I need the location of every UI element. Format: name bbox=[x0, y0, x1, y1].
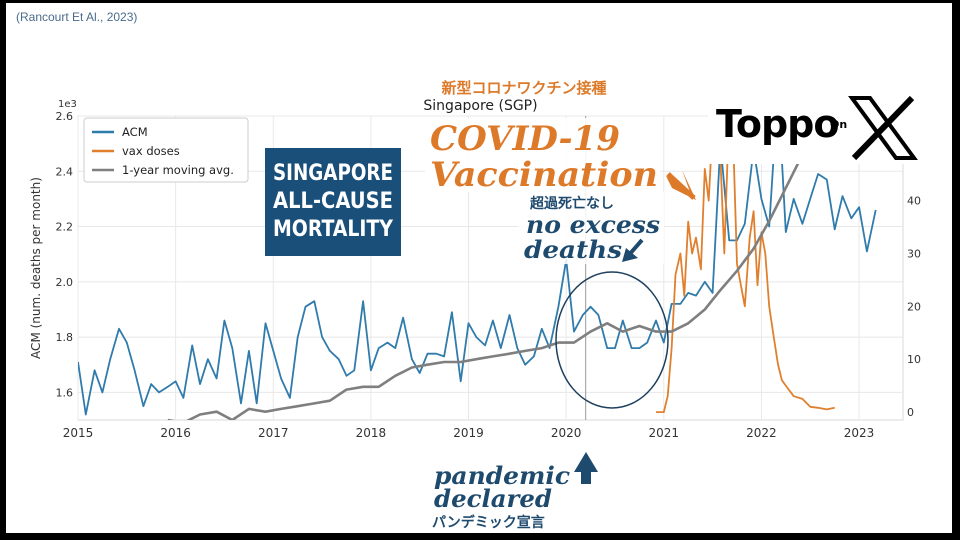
source-citation: (Rancourt Et Al., 2023) bbox=[16, 10, 138, 24]
x-tick-label: 2019 bbox=[453, 426, 484, 440]
vaccination-en-line2: Vaccination bbox=[430, 155, 658, 195]
vaccination-en-line1: COVID-19 bbox=[430, 119, 620, 159]
legend-label: 1-year moving avg. bbox=[122, 163, 234, 177]
sg-box-line: MORTALITY bbox=[273, 217, 394, 242]
series-1-year-moving-avg-line bbox=[167, 154, 804, 420]
x-tick-label: 2021 bbox=[649, 426, 680, 440]
no-excess-bg bbox=[518, 192, 664, 264]
logo-on-text: On bbox=[830, 118, 848, 131]
overlay-annotations: SINGAPORE ALL-CAUSE MORTALITY 新型コロナワクチン接種 CO… bbox=[24, 79, 696, 531]
y-tick-label: 1.6 bbox=[56, 386, 74, 399]
y-axis-label: ACM (num. deaths per month) bbox=[29, 177, 43, 359]
y2-tick-label: 40 bbox=[907, 195, 921, 208]
legend-box bbox=[83, 117, 249, 183]
pandemic-arrow-icon bbox=[574, 452, 598, 484]
pandemic-jp-label: パンデミック宣言 bbox=[432, 514, 545, 531]
vaccination-arrow-shaft bbox=[666, 172, 696, 200]
legend-label: vax doses bbox=[122, 144, 180, 158]
bottom-bar bbox=[0, 533, 960, 540]
series-acm-line bbox=[78, 116, 877, 416]
no-excess-line2: deaths bbox=[524, 235, 623, 264]
highlight-ellipse bbox=[555, 271, 669, 409]
sg-box-line: ALL-CAUSE bbox=[273, 189, 393, 214]
vaccination-label-bg bbox=[425, 118, 660, 192]
chart-series bbox=[78, 116, 877, 420]
y2-tick-label: 10 bbox=[907, 353, 921, 366]
legend-label: ACM bbox=[122, 125, 148, 139]
x-tick-label: 2020 bbox=[551, 426, 582, 440]
x-tick-label: 2023 bbox=[844, 426, 875, 440]
y2-tick-label: 30 bbox=[907, 247, 921, 260]
y-tick-label: 2.6 bbox=[56, 110, 74, 123]
health-watermark: Health bbox=[24, 479, 93, 503]
y2-tick-label: 0 bbox=[907, 406, 914, 419]
x-tick-label: 2017 bbox=[258, 426, 289, 440]
y-tick-label: 2.4 bbox=[56, 165, 74, 178]
x-tick-label: 2016 bbox=[160, 426, 191, 440]
y-tick-label: 2.2 bbox=[56, 221, 74, 234]
sg-box-line: SINGAPORE bbox=[273, 161, 393, 186]
y-tick-label: 2.0 bbox=[56, 276, 74, 289]
pandemic-line1: pandemic bbox=[434, 461, 570, 490]
series-vax-doses-line bbox=[656, 116, 835, 414]
y-tick-label: 1.8 bbox=[56, 331, 74, 344]
no-excess-line1: no excess bbox=[526, 210, 661, 239]
y2-tick-label: 20 bbox=[907, 300, 921, 313]
y-multiplier-label: 1e3 bbox=[58, 99, 77, 110]
no-excess-arrow-icon bbox=[622, 248, 638, 262]
x-tick-label: 2018 bbox=[356, 426, 387, 440]
x-logo-icon bbox=[848, 95, 918, 161]
sg-box bbox=[265, 148, 401, 256]
x-tick-label: 2015 bbox=[63, 426, 94, 440]
chart-title: Singapore (SGP) bbox=[423, 98, 537, 114]
chart-axes: 2015 2016 2017 2018 2019 2020 2021 2022 2023 1.6 1… bbox=[29, 98, 921, 440]
vaccination-jp-label: 新型コロナワクチン接種 bbox=[441, 79, 606, 97]
pandemic-line2: declared bbox=[434, 484, 552, 513]
toppo-logo: Toppo On bbox=[708, 92, 936, 164]
no-excess-jp-label: 超過死亡なし bbox=[529, 195, 614, 212]
logo-text: Toppo bbox=[716, 102, 839, 146]
x-tick-label: 2022 bbox=[746, 426, 777, 440]
